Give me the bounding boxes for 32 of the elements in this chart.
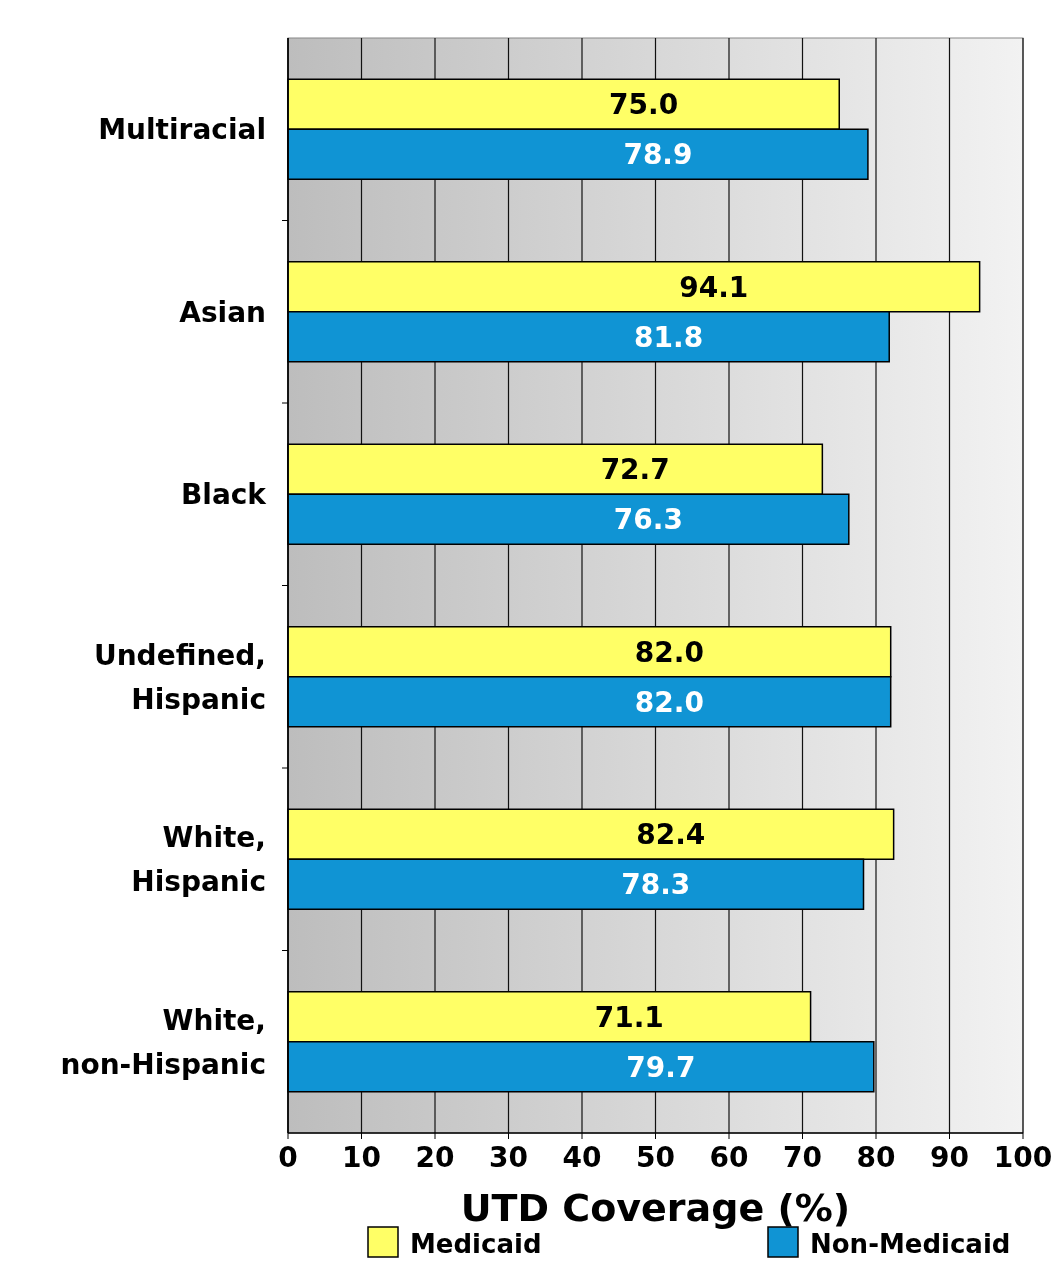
data-label: 82.4: [636, 818, 706, 852]
data-label: 72.7: [600, 453, 670, 487]
x-tick-label: 40: [562, 1141, 602, 1174]
y-tick-label: Multiracial: [98, 113, 266, 147]
x-tick-label: 10: [342, 1141, 381, 1174]
data-label: 82.0: [634, 685, 704, 719]
y-tick-label: White, non-Hispanic: [60, 1003, 266, 1081]
data-label: 76.3: [613, 503, 683, 537]
x-tick-label: 50: [636, 1141, 675, 1174]
x-tick-label: 100: [993, 1141, 1053, 1174]
data-label: 78.3: [621, 868, 691, 902]
x-tick-label: 90: [930, 1141, 969, 1174]
data-label: 71.1: [594, 1000, 664, 1034]
data-label: 94.1: [679, 270, 749, 304]
y-tick-label: Undefined, Hispanic: [93, 638, 266, 716]
y-tick-label: White, Hispanic: [131, 821, 266, 899]
x-tick-label: 20: [415, 1141, 455, 1174]
y-tick-label: Asian: [179, 295, 266, 329]
legend-label: Medicaid: [410, 1229, 542, 1259]
data-label: 81.8: [634, 320, 704, 354]
x-tick-label: 0: [278, 1141, 298, 1174]
x-tick-label: 60: [709, 1141, 749, 1174]
data-label: 79.7: [626, 1050, 696, 1084]
data-label: 75.0: [609, 88, 679, 122]
data-label: 78.9: [623, 138, 693, 172]
x-tick-label: 70: [783, 1141, 822, 1174]
data-label: 82.0: [634, 635, 704, 669]
x-tick-label: 30: [489, 1141, 528, 1174]
legend-label: Non-Medicaid: [810, 1229, 1011, 1259]
x-axis-title: UTD Coverage (%): [460, 1186, 851, 1230]
y-tick-label: Black: [180, 478, 268, 512]
x-tick-label: 80: [856, 1141, 896, 1174]
